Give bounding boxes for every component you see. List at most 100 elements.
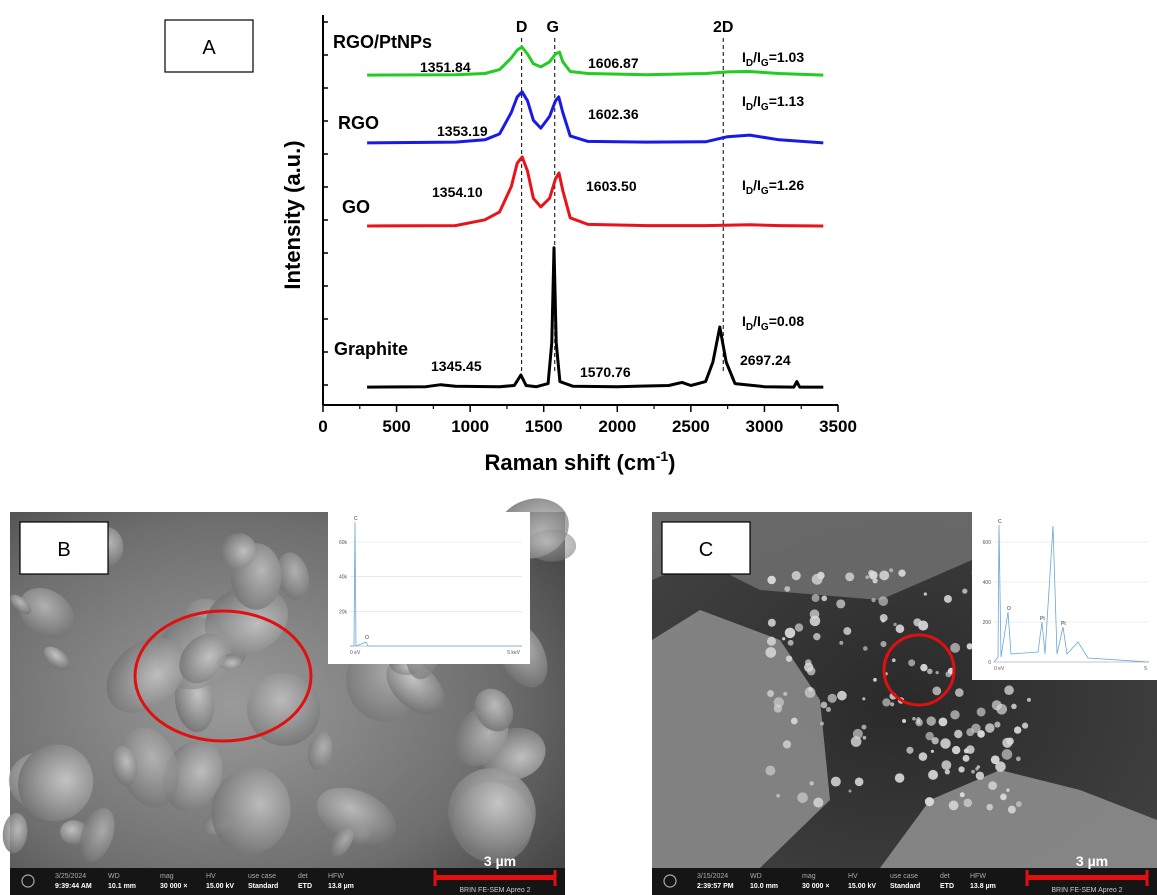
panel-label: A xyxy=(202,37,216,59)
status-text: Standard xyxy=(248,883,278,890)
status-text: 10.1 mm xyxy=(108,883,136,890)
texture-particle xyxy=(919,752,928,761)
x-axis-label-part: -1 xyxy=(656,448,669,464)
texture-particle xyxy=(1004,685,1014,695)
peak-label: 1602.36 xyxy=(588,106,639,122)
sem-panel-c: C60040020000 eV5COPtPt3/15/20242:39:57 P… xyxy=(652,512,1157,895)
eds-tick-label: 0 xyxy=(988,660,991,666)
texture-particle xyxy=(820,722,824,726)
status-text: 13.8 µm xyxy=(970,883,996,890)
texture-particle xyxy=(1027,698,1031,702)
x-tick-label: 2500 xyxy=(672,417,710,436)
texture-particle xyxy=(925,732,933,740)
texture-particle xyxy=(977,765,980,768)
x-tick-label: 2000 xyxy=(598,417,636,436)
texture-particle xyxy=(767,576,776,585)
status-text: HFW xyxy=(970,873,986,880)
texture-particle xyxy=(892,658,896,662)
texture-particle xyxy=(774,704,782,712)
texture-particle xyxy=(843,627,851,635)
texture-particle xyxy=(804,663,813,672)
status-text: mag xyxy=(802,873,816,880)
eds-peak-label: O xyxy=(1007,606,1011,612)
texture-particle xyxy=(912,717,916,721)
texture-particle xyxy=(837,691,847,701)
eds-tick-label: 60k xyxy=(339,540,348,546)
texture-particle xyxy=(878,596,888,606)
texture-particle xyxy=(765,647,776,658)
eds-x-end: 5 xyxy=(1144,666,1147,672)
status-text: use case xyxy=(890,873,918,880)
texture-particle xyxy=(839,641,843,645)
eds-x-start: 0 eV xyxy=(994,666,1005,672)
scale-bar xyxy=(435,875,555,880)
texture-particle xyxy=(927,669,933,675)
ratio-part: =0.08 xyxy=(769,313,805,329)
texture-particle xyxy=(966,728,974,736)
peak-guide-label: D xyxy=(516,19,528,36)
texture-particle xyxy=(786,655,792,661)
texture-particle xyxy=(939,717,948,726)
panel-label: C xyxy=(699,539,713,561)
series-label: Graphite xyxy=(334,339,408,359)
ratio-part: =1.26 xyxy=(769,177,805,193)
texture-particle xyxy=(889,568,893,572)
texture-particle xyxy=(792,571,801,580)
eds-peak-label: Pt xyxy=(1040,616,1045,622)
texture-particle xyxy=(941,760,951,770)
texture-particle xyxy=(932,686,941,695)
scale-label: 3 µm xyxy=(1076,853,1108,869)
eds-peak-label: C xyxy=(354,516,358,522)
texture-particle xyxy=(949,801,959,811)
peak-label: 1353.19 xyxy=(437,123,488,139)
texture-particle xyxy=(821,596,827,602)
status-text: HV xyxy=(206,873,216,880)
texture-particle xyxy=(985,723,995,733)
eds-inset xyxy=(328,512,530,664)
instrument-label: BRIN FE-SEM Apreo 2 xyxy=(1051,887,1122,894)
ratio-part: D xyxy=(746,58,753,69)
series-label: RGO/PtNPs xyxy=(333,32,432,52)
texture-particle xyxy=(872,578,877,583)
texture-particle xyxy=(1014,726,1021,733)
eds-tick-label: 40k xyxy=(339,575,348,581)
texture-particle xyxy=(954,730,962,738)
texture-particle xyxy=(913,618,921,626)
texture-particle xyxy=(945,769,950,774)
ratio-label: ID/IG=1.26 xyxy=(742,177,804,197)
texture-particle xyxy=(890,702,894,706)
texture-particle xyxy=(906,747,913,754)
texture-particle xyxy=(863,646,868,651)
ratio-part: /I xyxy=(753,93,761,109)
texture-particle xyxy=(1006,737,1014,745)
texture-particle xyxy=(964,799,973,808)
texture-particle xyxy=(828,694,837,703)
status-text: 10.0 mm xyxy=(750,883,778,890)
series-label: GO xyxy=(342,197,370,217)
texture-particle xyxy=(871,598,875,602)
texture-particle xyxy=(879,570,889,580)
texture-particle xyxy=(783,692,787,696)
peak-label: 1603.50 xyxy=(586,178,637,194)
texture-particle xyxy=(810,609,820,619)
eds-tick-label: 400 xyxy=(983,580,992,586)
peak-label: 1345.45 xyxy=(431,358,482,374)
texture-particle xyxy=(928,770,938,780)
texture-particle xyxy=(895,773,905,783)
texture-particle xyxy=(863,736,867,740)
ratio-part: /I xyxy=(753,177,761,193)
ratio-part: D xyxy=(746,102,753,113)
status-text: det xyxy=(940,873,950,880)
x-tick-label: 3500 xyxy=(819,417,857,436)
texture-particle xyxy=(808,687,812,691)
status-text: HFW xyxy=(328,873,344,880)
status-text: 30 000 × xyxy=(160,883,187,890)
texture-particle xyxy=(813,798,823,808)
status-text: ETD xyxy=(940,883,954,890)
status-text: mag xyxy=(160,873,174,880)
instrument-label: BRIN FE-SEM Apreo 2 xyxy=(459,887,530,894)
texture-particle xyxy=(861,725,866,730)
status-text: HV xyxy=(848,873,858,880)
texture-particle xyxy=(920,664,927,671)
